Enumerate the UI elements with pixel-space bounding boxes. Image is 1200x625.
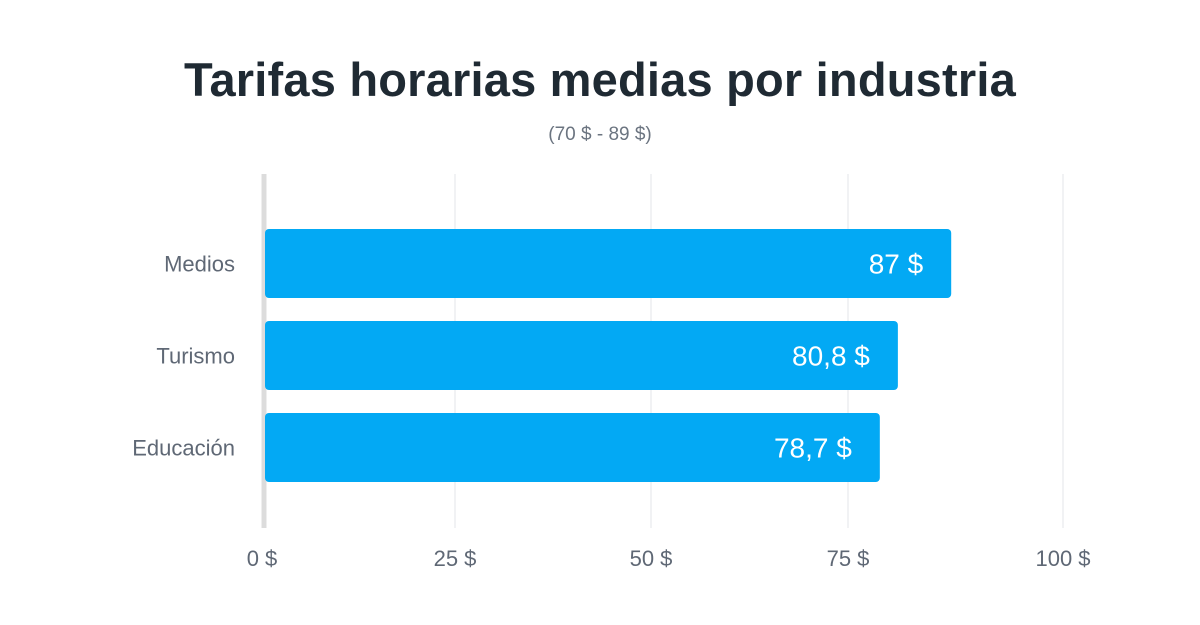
y-tick-label-educación: Educación (132, 436, 235, 461)
y-tick-label-turismo: Turismo (156, 344, 235, 369)
x-tick-label-100: 100 $ (1035, 546, 1090, 571)
bar-value-label-educación: 78,7 $ (774, 433, 852, 464)
chart-title: Tarifas horarias medias por industria (184, 53, 1016, 106)
bar-value-label-medios: 87 $ (869, 249, 924, 280)
y-tick-label-medios: Medios (164, 252, 235, 277)
bar-turismo (265, 321, 898, 390)
bar-medios (265, 229, 952, 298)
x-tick-label-75: 75 $ (827, 546, 870, 571)
bar-educación (265, 413, 880, 482)
x-tick-label-25: 25 $ (434, 546, 477, 571)
x-tick-label-0: 0 $ (247, 546, 278, 571)
chart-subtitle: (70 $ - 89 $) (548, 124, 652, 145)
x-tick-label-50: 50 $ (630, 546, 673, 571)
bar-value-label-turismo: 80,8 $ (792, 341, 870, 372)
